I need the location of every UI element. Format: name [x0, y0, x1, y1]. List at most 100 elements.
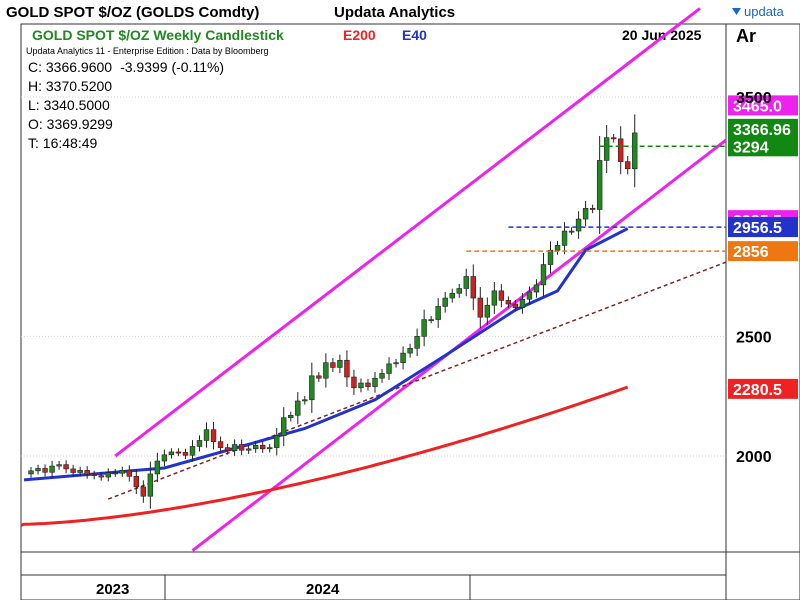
support-trendline [107, 261, 727, 500]
ema-line-e40 [23, 227, 629, 482]
candle-body [274, 435, 280, 448]
candle-body [309, 375, 315, 401]
chart-label: GOLD SPOT $/OZ Weekly Candlestick [32, 27, 284, 43]
candle-body [35, 468, 41, 472]
level-label: 2856 [733, 244, 769, 261]
candle-body [189, 446, 196, 456]
candle-body [217, 441, 224, 448]
candle-body [147, 473, 154, 497]
gridlines [21, 96, 726, 457]
candle-body [224, 447, 231, 452]
candle-body [456, 288, 462, 294]
level-label: 2280.5 [733, 382, 782, 399]
candle-body [98, 475, 104, 478]
channel-upper-line [114, 7, 701, 458]
candle-body [91, 474, 97, 476]
level-label: 3366.96 [733, 122, 791, 139]
level-badge [728, 378, 798, 399]
low-value: L: 3340.5000 [28, 97, 110, 113]
candle-body [266, 447, 273, 450]
candle-body [575, 218, 582, 232]
candle-body [449, 292, 455, 299]
level-badge [728, 118, 798, 139]
candle-body [540, 264, 547, 286]
candle-body [302, 399, 308, 402]
candle-body [259, 444, 266, 450]
candle-body [182, 452, 189, 456]
candle-body [526, 291, 533, 300]
candle-body [582, 207, 589, 220]
candle-body [126, 470, 133, 477]
candle-body [484, 304, 491, 318]
level-badge [728, 136, 798, 157]
candle-body [252, 444, 259, 450]
candle-body [554, 245, 561, 251]
logo-text: updata [744, 4, 785, 19]
candle-body [351, 376, 357, 389]
candle-body [393, 362, 399, 365]
level-badge [728, 241, 798, 262]
candle-body [288, 415, 294, 419]
level-badge [728, 217, 798, 238]
axis-mode[interactable]: Ar [736, 26, 756, 46]
candle-body [596, 160, 603, 210]
candle-body [295, 400, 301, 416]
candle-body [210, 429, 217, 442]
candles [28, 114, 638, 509]
candle-body [610, 137, 617, 140]
candle-body [372, 377, 378, 387]
candle-body [77, 470, 83, 473]
candle-body [463, 276, 469, 289]
x-tick-label: 2023 [96, 581, 129, 598]
candle-body [28, 470, 34, 475]
candle-body [316, 375, 322, 379]
candle-body [491, 290, 498, 306]
candle-body [196, 440, 203, 447]
axis-corner [725, 551, 800, 600]
candle-body [498, 290, 505, 301]
candle-body [281, 417, 287, 436]
price-ticks: 2000 2500 3500 [736, 90, 772, 466]
candle-body [547, 249, 554, 265]
x-tick-label: 2024 [306, 581, 340, 598]
candle-body [400, 352, 406, 363]
candle-body [442, 297, 448, 307]
candle-body [379, 373, 385, 379]
candle-body [42, 468, 48, 473]
candle-body [505, 300, 512, 305]
candle-body [365, 382, 371, 387]
candle-body [358, 382, 364, 389]
candle-body [84, 470, 90, 475]
level-label: 2956.5 [733, 220, 782, 237]
y-tick-label: 2500 [736, 329, 772, 346]
candle-body [561, 230, 568, 246]
chart-date: 20 Jun 2025 [622, 27, 702, 43]
candle-body [337, 359, 343, 368]
candle-body [70, 468, 76, 473]
candle-body [49, 465, 55, 473]
candle-body [477, 297, 483, 318]
candle-body [519, 298, 526, 308]
candle-body [617, 138, 624, 162]
candle-body [140, 486, 147, 497]
candle-body [154, 460, 161, 475]
candle-body [533, 284, 540, 293]
level-label: 3294 [733, 139, 769, 156]
ema-line-e200 [20, 385, 629, 527]
candle-body [238, 444, 245, 451]
level-label: 3465.0 [733, 98, 782, 115]
candle-body [330, 362, 336, 368]
candle-body [414, 336, 420, 349]
candle-body [175, 451, 182, 454]
candle-body [568, 230, 575, 233]
candle-body [105, 472, 111, 478]
candle-body [344, 359, 350, 378]
time-labels: 2023 2024 [96, 575, 471, 600]
candle-body [161, 454, 168, 462]
open-value: O: 3369.9299 [28, 116, 113, 132]
close-value: C: 3366.9600 -3.9399 (-0.11%) [28, 59, 224, 75]
candle-body [63, 464, 69, 470]
window-title: GOLD SPOT $/OZ (GOLDS Comdty) [6, 4, 259, 21]
